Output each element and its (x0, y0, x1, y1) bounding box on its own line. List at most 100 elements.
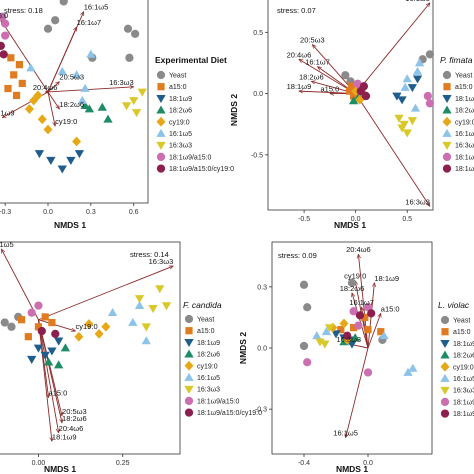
data-point-l16w3 (129, 97, 139, 106)
data-point-mixB (355, 311, 365, 320)
legend-label: a15:0 (453, 329, 471, 336)
x-tick-label: -0.5 (298, 216, 310, 223)
legend: Yeast a15:0 18:1ω9 18:2ω6 cy19:0 16:1ω5 16:3ω3… (184, 314, 262, 417)
data-point-l16w5 (77, 95, 87, 104)
vector-label: 16:1ω5 (84, 3, 109, 12)
vector-label: 18:1ω9 (52, 432, 77, 441)
data-point-a15 (24, 333, 32, 341)
legend-label: 18:1ω9 (169, 96, 192, 103)
data-point-mixB (359, 82, 369, 91)
data-point-l16w3 (320, 340, 330, 349)
x-axis-title: NMDS 1 (334, 220, 366, 230)
data-point-a15 (48, 318, 56, 327)
vector-label: cy19:0 (55, 117, 77, 126)
legend-key-yeast (156, 70, 166, 80)
data-point-l18w9 (66, 156, 76, 165)
data-point-l16w3 (407, 117, 418, 126)
legend-key-mixB (440, 409, 450, 418)
y-tick-label: -0.5 (251, 152, 263, 159)
x-tick-label: 0.0 (43, 209, 53, 216)
data-point-yeast (299, 341, 309, 351)
legend-label: 18:1ω9/a15:0 (453, 399, 474, 406)
vector-label: 16:3ω3 (109, 78, 134, 87)
legend-key-l16w5 (156, 128, 166, 137)
data-point-l16w3 (402, 129, 412, 138)
vector-label: a15:0 (49, 388, 68, 397)
x-tick-label: 0.5 (402, 216, 412, 223)
vector-arrow (1, 20, 49, 93)
data-point-l18w9 (57, 165, 67, 174)
data-point-yeast (43, 24, 53, 33)
legend-key-cy19 (184, 360, 194, 371)
data-point-l18w6 (80, 100, 90, 109)
y-tick-label: 0.0 (253, 91, 263, 98)
data-point-l18w9 (40, 351, 50, 360)
data-point-l18w9 (397, 96, 407, 105)
data-point-a15 (345, 87, 354, 95)
data-point-l18w9 (54, 337, 64, 346)
legend-label: 18:2ω6 (455, 108, 474, 115)
data-point-a15 (34, 323, 43, 331)
legend-key-mixB (442, 164, 452, 173)
legend-key-l18w6 (442, 105, 452, 114)
data-point-yeast (303, 303, 312, 312)
vector-label: 16:1ω5 (405, 0, 430, 3)
data-point-l18w9 (407, 84, 418, 93)
legend-label: 16:3ω3 (197, 387, 220, 394)
vector-label: 18:1ω9 (0, 109, 15, 118)
data-point-cy19 (84, 319, 94, 329)
vector-label: 16:3ω3 (149, 257, 174, 266)
legend-key-l18w6 (156, 105, 166, 114)
legend: Yeast a15:0 18:1ω9 18:2ω6 cy19:0 16:1ω5 16:3ω3… (156, 70, 234, 173)
y-axis-title: NMDS 2 (229, 94, 239, 126)
x-tick-label: 0.0 (363, 460, 373, 467)
data-point-l18w6 (84, 104, 95, 113)
legend: Yeast a15:0 18:1ω9 18:2ω6 cy19:0 16:1ω5 16:3ω3… (440, 315, 474, 418)
data-point-a15 (18, 79, 26, 88)
legend-key-l16w3 (442, 141, 452, 150)
vector-arrow (346, 347, 369, 438)
vector-label: 16:1ω7 (349, 298, 374, 307)
legend-label: 18:1ω9/a15:0 (197, 398, 240, 405)
legend-label: cy19:0 (455, 119, 474, 126)
data-point-mixB (0, 41, 5, 50)
vector-label: 18:2ω6 (59, 100, 84, 109)
legend-label: Yeast (169, 73, 186, 80)
legend-title: F. candida (183, 300, 222, 310)
data-point-l18w9 (46, 156, 56, 165)
data-point-yeast (7, 322, 16, 331)
legend-label: 18:1ω9/a15:0/cy19:0 (197, 410, 262, 417)
legend-key-mixB (156, 164, 166, 173)
y-tick-label: -0.3 (255, 407, 267, 414)
vector-label: 20:5ω3 (62, 407, 87, 416)
data-point-yeast (347, 278, 357, 287)
data-point-a15 (41, 313, 49, 321)
data-point-mixA (363, 303, 373, 312)
data-point-yeast (299, 280, 309, 289)
legend-title: P. fimata (440, 55, 473, 65)
vector-arrow (355, 3, 430, 94)
vector-arrow (47, 91, 55, 126)
data-point-l16w3 (148, 305, 158, 314)
data-point-cy19 (94, 328, 104, 339)
vector-label: 18:1ω9 (287, 82, 312, 91)
legend: Yeast a15:0 18:1ω9 18:2ω6 cy19:0 16:1ω5 16:3ω3… (442, 70, 474, 173)
x-axis-title: NMDS 1 (54, 220, 86, 230)
data-point-mixA (1, 19, 10, 28)
legend-key-yeast (184, 314, 194, 324)
legend-key-yeast (440, 315, 450, 325)
vector-arrow (38, 319, 62, 423)
data-point-cy19 (72, 136, 82, 147)
legend-key-a15 (443, 83, 451, 91)
legend-label: 18:2ω6 (169, 108, 192, 115)
legend-label: 18:2ω6 (197, 352, 220, 359)
data-point-l16w5 (80, 83, 90, 92)
data-point-l16w5 (26, 63, 36, 72)
panel-bottom-right: 20:4ω6 cy19:0 18:1ω9 18:2ω6 16:1ω7 a15:0 16:3ω… (238, 241, 474, 474)
x-tick-label: -0.3 (0, 209, 11, 216)
plot-area (0, 241, 181, 455)
legend-label: 18:1ω9 (453, 341, 474, 348)
vector-label: 20:5ω3 (59, 73, 84, 82)
stress-label: stress: 0.14 (130, 250, 169, 259)
